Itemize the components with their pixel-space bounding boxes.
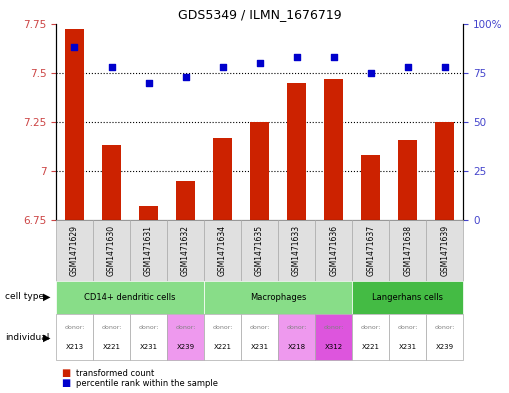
- Point: [256, 60, 264, 66]
- FancyBboxPatch shape: [93, 314, 130, 360]
- Title: GDS5349 / ILMN_1676719: GDS5349 / ILMN_1676719: [178, 8, 342, 21]
- Point: [145, 79, 153, 86]
- Point: [293, 54, 301, 60]
- Text: GSM1471634: GSM1471634: [218, 225, 227, 276]
- Text: X213: X213: [66, 344, 83, 350]
- FancyBboxPatch shape: [426, 220, 463, 281]
- Bar: [361, 155, 380, 220]
- Text: GSM1471631: GSM1471631: [144, 225, 153, 276]
- Text: ■: ■: [61, 368, 70, 378]
- Text: GSM1471633: GSM1471633: [292, 225, 301, 276]
- Point: [366, 70, 375, 76]
- FancyBboxPatch shape: [389, 314, 426, 360]
- Text: GSM1471632: GSM1471632: [181, 225, 190, 276]
- Text: X231: X231: [139, 344, 158, 350]
- FancyBboxPatch shape: [352, 281, 463, 314]
- Text: X239: X239: [436, 344, 454, 350]
- FancyBboxPatch shape: [278, 220, 315, 281]
- Point: [107, 64, 116, 70]
- FancyBboxPatch shape: [167, 220, 204, 281]
- Text: CD14+ dendritic cells: CD14+ dendritic cells: [84, 293, 176, 302]
- FancyBboxPatch shape: [130, 220, 167, 281]
- FancyBboxPatch shape: [241, 220, 278, 281]
- Bar: [399, 140, 417, 220]
- Text: donor:: donor:: [398, 325, 418, 330]
- Text: X221: X221: [214, 344, 232, 350]
- Text: ■: ■: [61, 378, 70, 388]
- Text: donor:: donor:: [138, 325, 159, 330]
- Text: donor:: donor:: [435, 325, 455, 330]
- Point: [441, 64, 449, 70]
- Text: donor:: donor:: [64, 325, 84, 330]
- FancyBboxPatch shape: [241, 314, 278, 360]
- Text: donor:: donor:: [249, 325, 270, 330]
- FancyBboxPatch shape: [352, 314, 389, 360]
- Point: [70, 44, 78, 50]
- Text: X312: X312: [325, 344, 343, 350]
- FancyBboxPatch shape: [56, 281, 204, 314]
- Text: X218: X218: [288, 344, 306, 350]
- Text: donor:: donor:: [360, 325, 381, 330]
- FancyBboxPatch shape: [130, 314, 167, 360]
- Text: GSM1471630: GSM1471630: [107, 225, 116, 276]
- FancyBboxPatch shape: [204, 220, 241, 281]
- Point: [404, 64, 412, 70]
- Text: donor:: donor:: [287, 325, 307, 330]
- Text: X221: X221: [362, 344, 380, 350]
- Text: GSM1471637: GSM1471637: [366, 225, 375, 276]
- Text: X239: X239: [177, 344, 194, 350]
- Bar: [213, 138, 232, 220]
- Text: GSM1471638: GSM1471638: [403, 225, 412, 276]
- Bar: [176, 181, 195, 220]
- FancyBboxPatch shape: [56, 220, 93, 281]
- Text: GSM1471636: GSM1471636: [329, 225, 338, 276]
- FancyBboxPatch shape: [204, 281, 352, 314]
- FancyBboxPatch shape: [56, 314, 93, 360]
- FancyBboxPatch shape: [278, 314, 315, 360]
- Bar: [65, 29, 84, 220]
- Bar: [324, 79, 343, 220]
- Text: individual: individual: [5, 334, 49, 342]
- FancyBboxPatch shape: [426, 314, 463, 360]
- Point: [182, 73, 190, 80]
- Bar: [250, 122, 269, 220]
- Text: ▶: ▶: [43, 292, 51, 302]
- Bar: [139, 206, 158, 220]
- Text: donor:: donor:: [212, 325, 233, 330]
- FancyBboxPatch shape: [204, 314, 241, 360]
- FancyBboxPatch shape: [93, 220, 130, 281]
- Bar: [435, 122, 454, 220]
- Text: donor:: donor:: [101, 325, 122, 330]
- Text: X231: X231: [399, 344, 417, 350]
- Text: ▶: ▶: [43, 333, 51, 343]
- Text: Langerhans cells: Langerhans cells: [372, 293, 443, 302]
- Text: GSM1471629: GSM1471629: [70, 225, 79, 276]
- FancyBboxPatch shape: [315, 220, 352, 281]
- FancyBboxPatch shape: [352, 220, 389, 281]
- Text: transformed count: transformed count: [76, 369, 155, 378]
- Text: X231: X231: [250, 344, 269, 350]
- Text: Macrophages: Macrophages: [250, 293, 306, 302]
- Text: donor:: donor:: [323, 325, 344, 330]
- FancyBboxPatch shape: [315, 314, 352, 360]
- FancyBboxPatch shape: [167, 314, 204, 360]
- Text: donor:: donor:: [176, 325, 196, 330]
- Bar: [102, 145, 121, 220]
- Text: GSM1471639: GSM1471639: [440, 225, 449, 276]
- Text: X221: X221: [102, 344, 121, 350]
- Text: percentile rank within the sample: percentile rank within the sample: [76, 379, 218, 387]
- Point: [218, 64, 227, 70]
- Text: GSM1471635: GSM1471635: [255, 225, 264, 276]
- Point: [329, 54, 337, 60]
- Bar: [288, 83, 306, 220]
- Text: cell type: cell type: [5, 292, 44, 301]
- FancyBboxPatch shape: [389, 220, 426, 281]
